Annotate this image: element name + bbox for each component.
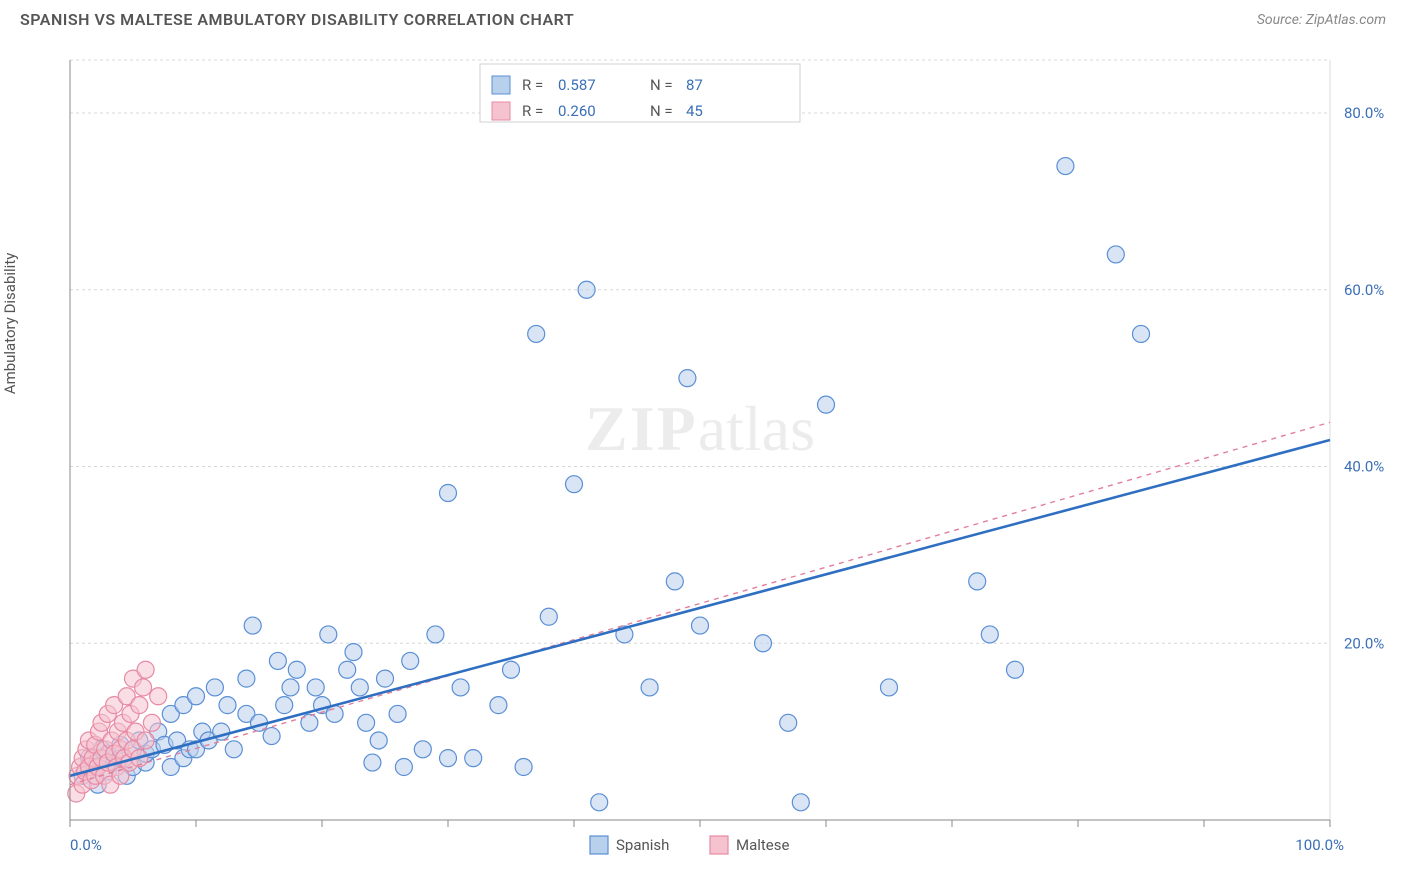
data-point — [143, 714, 160, 731]
data-point — [427, 626, 444, 643]
legend-n-label: N = — [650, 102, 673, 120]
legend-swatch — [710, 836, 728, 854]
legend-n-value: 45 — [686, 102, 703, 120]
correlation-scatter-chart: 20.0% 40.0% 60.0% 80.0% ZIPatlas 0.0% 100.0% R … — [20, 40, 1386, 872]
y-axis-label: Ambulatory Disability — [1, 253, 19, 395]
data-point — [307, 679, 324, 696]
legend-n-value: 87 — [686, 76, 703, 94]
data-point — [150, 688, 167, 705]
legend-swatch — [492, 76, 510, 94]
x-min-label: 0.0% — [70, 836, 102, 854]
data-point — [1107, 246, 1124, 263]
data-point — [566, 476, 583, 493]
chart-header: SPANISH VS MALTESE AMBULATORY DISABILITY… — [0, 0, 1406, 35]
data-point — [1007, 661, 1024, 678]
legend-n-label: N = — [650, 76, 673, 94]
data-point — [465, 750, 482, 767]
y-tick-label: 20.0% — [1344, 634, 1384, 652]
legend-series-label: Spanish — [616, 836, 669, 854]
data-point — [591, 794, 608, 811]
data-point — [244, 617, 261, 634]
data-point — [666, 573, 683, 590]
data-point — [389, 705, 406, 722]
series-spanish — [74, 158, 1149, 811]
data-point — [131, 697, 148, 714]
data-point — [1057, 158, 1074, 175]
y-tick-label: 80.0% — [1344, 104, 1384, 122]
data-point — [276, 697, 293, 714]
data-point — [503, 661, 520, 678]
data-point — [395, 758, 412, 775]
data-point — [402, 652, 419, 669]
data-point — [692, 617, 709, 634]
data-point — [969, 573, 986, 590]
data-point — [263, 728, 280, 745]
data-point — [679, 370, 696, 387]
legend-r-value: 0.260 — [558, 102, 596, 120]
chart-container: Ambulatory Disability 20.0%40.0%60.0%80.… — [20, 40, 1386, 872]
legend-r-value: 0.587 — [558, 76, 596, 94]
x-max-label: 100.0% — [1295, 836, 1344, 854]
data-point — [345, 644, 362, 661]
data-point — [440, 750, 457, 767]
data-point — [792, 794, 809, 811]
source-attribution: Source: ZipAtlas.com — [1257, 12, 1386, 28]
data-point — [881, 679, 898, 696]
legend-r-label: R = — [522, 102, 543, 120]
data-point — [320, 626, 337, 643]
data-point — [540, 608, 557, 625]
data-point — [578, 281, 595, 298]
data-point — [358, 714, 375, 731]
data-point — [206, 679, 223, 696]
data-point — [137, 732, 154, 749]
data-point — [1133, 325, 1150, 342]
source-label: Source: — [1257, 12, 1302, 28]
legend-swatch — [492, 102, 510, 120]
data-point — [780, 714, 797, 731]
data-point — [370, 732, 387, 749]
data-point — [440, 485, 457, 502]
y-tick-label: 60.0% — [1344, 281, 1384, 299]
data-point — [490, 697, 507, 714]
data-point — [364, 754, 381, 771]
data-point — [137, 661, 154, 678]
data-point — [351, 679, 368, 696]
data-point — [238, 670, 255, 687]
trend-line-spanish — [70, 440, 1330, 776]
y-tick-label: 40.0% — [1344, 458, 1384, 476]
data-point — [135, 679, 152, 696]
data-point — [225, 741, 242, 758]
data-point — [219, 697, 236, 714]
legend-series-label: Maltese — [736, 836, 790, 854]
watermark: ZIPatlas — [585, 393, 815, 464]
data-point — [414, 741, 431, 758]
data-point — [288, 661, 305, 678]
data-point — [282, 679, 299, 696]
data-point — [818, 396, 835, 413]
chart-title: SPANISH VS MALTESE AMBULATORY DISABILITY… — [20, 10, 574, 29]
data-point — [377, 670, 394, 687]
data-point — [755, 635, 772, 652]
data-point — [981, 626, 998, 643]
source-name: ZipAtlas.com — [1306, 12, 1386, 28]
data-point — [452, 679, 469, 696]
data-point — [188, 688, 205, 705]
series-legend: Spanish Maltese — [590, 836, 790, 854]
data-point — [269, 652, 286, 669]
legend-r-label: R = — [522, 76, 543, 94]
data-point — [641, 679, 658, 696]
data-point — [339, 661, 356, 678]
data-point — [528, 325, 545, 342]
data-point — [515, 758, 532, 775]
legend-swatch — [590, 836, 608, 854]
